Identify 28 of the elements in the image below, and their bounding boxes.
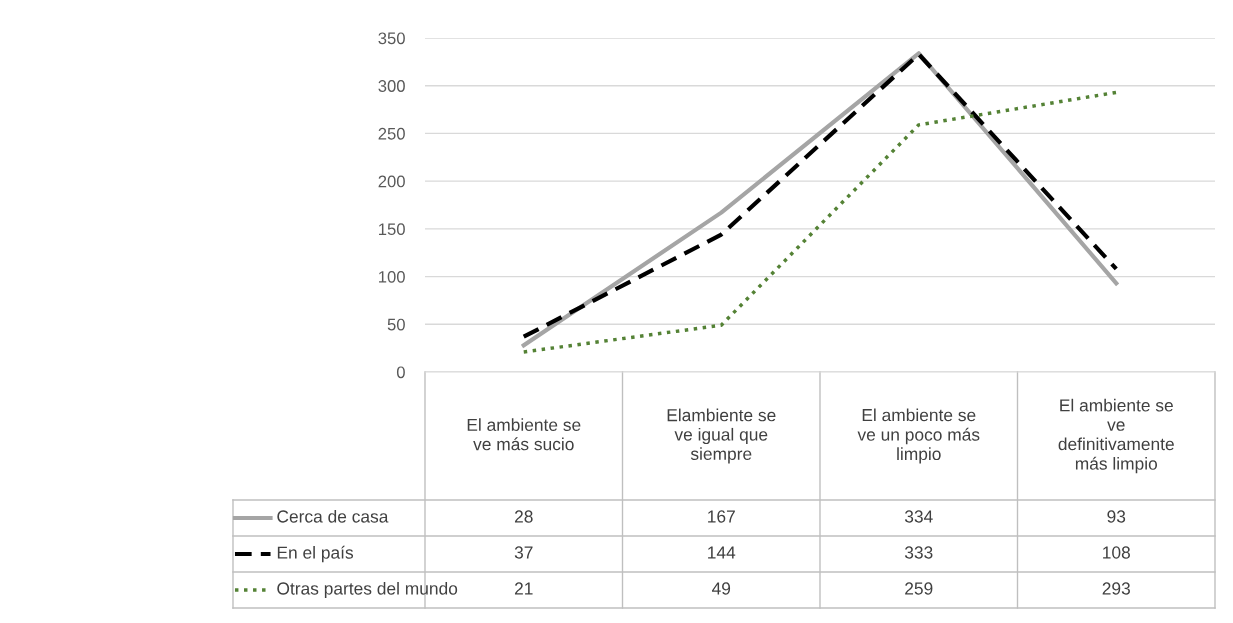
x-tick-label: El ambiente se ve definitivamente más limpio [1058, 398, 1174, 474]
data-label: 93 [1107, 510, 1126, 523]
y-tick-label: 250 [378, 127, 405, 140]
line-series [522, 90, 1118, 354]
data-label: 28 [514, 510, 533, 523]
legend-label: En el país [277, 545, 354, 563]
y-tick-label: 300 [378, 80, 405, 92]
data-label: 333 [904, 546, 933, 559]
data-label: 37 [514, 546, 533, 559]
legend-label: Cerca de casa [277, 509, 389, 523]
data-label: 293 [1102, 582, 1130, 595]
data-label: 21 [514, 582, 533, 595]
legend-label: Otras partes del mundo [277, 581, 458, 599]
x-tick-label: El ambiente se ve más sucio [467, 418, 581, 451]
y-tick-label: 350 [378, 32, 405, 45]
data-label: 49 [711, 582, 731, 595]
data-label: 259 [905, 582, 933, 595]
y-tick-label: 200 [378, 175, 405, 188]
y-tick-label: 50 [387, 318, 405, 331]
x-tick-label: El ambiente se ve un poco más limpio [857, 408, 980, 464]
data-label: 334 [904, 510, 933, 523]
data-label: 108 [1103, 546, 1130, 559]
y-tick-label: 100 [379, 270, 405, 283]
data-label: 167 [708, 510, 735, 523]
x-tick-label: Elambiente se ve igual que siempre [667, 408, 776, 464]
data-label: 144 [708, 546, 736, 559]
y-tick-label: 0 [396, 366, 405, 379]
y-tick-label: 150 [379, 223, 405, 236]
